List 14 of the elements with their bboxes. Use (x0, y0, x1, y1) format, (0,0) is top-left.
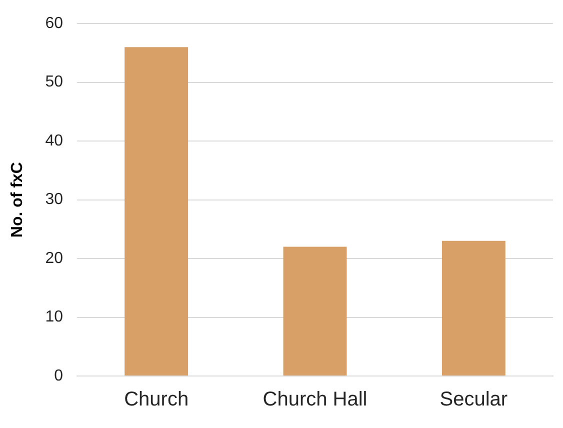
y-axis-title: No. of fxC (9, 162, 26, 238)
y-tick-label: 40 (45, 132, 64, 150)
x-tick-label: Secular (440, 388, 508, 411)
bar (283, 246, 347, 376)
y-tick-label: 60 (45, 15, 64, 32)
x-tick-label: Church (124, 388, 189, 411)
y-tick-label: 50 (45, 74, 64, 91)
y-tick-label: 20 (45, 250, 64, 267)
y-tick-label: 10 (45, 308, 64, 326)
y-tick-label: 30 (45, 191, 64, 208)
bar (442, 240, 506, 376)
x-tick-label: Church Hall (262, 388, 368, 411)
bar (124, 47, 188, 376)
y-tick-label: 0 (54, 367, 64, 384)
